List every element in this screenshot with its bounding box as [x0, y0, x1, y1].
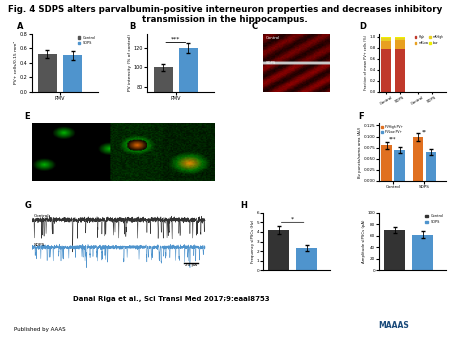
Text: Medicine: Medicine — [374, 313, 413, 321]
Text: E: E — [24, 112, 30, 121]
Bar — [395, 37, 405, 38]
Text: SDPS: SDPS — [33, 243, 45, 247]
Bar — [38, 54, 57, 92]
Text: F: F — [358, 112, 364, 121]
Bar — [154, 68, 173, 164]
Text: 20 pA: 20 pA — [185, 263, 197, 267]
Text: B: B — [129, 22, 135, 31]
Text: Danai Riga et al., Sci Transl Med 2017;9:eaal8753: Danai Riga et al., Sci Transl Med 2017;9… — [73, 296, 269, 302]
Text: Fig. 4 SDPS alters parvalbumin-positive interneuron properties and decreases inh: Fig. 4 SDPS alters parvalbumin-positive … — [8, 5, 442, 14]
Bar — [412, 235, 433, 270]
Y-axis label: Frequency sIPSCs (Hz): Frequency sIPSCs (Hz) — [251, 220, 255, 263]
Legend: PVHigh PV+, PVLow PV+: PVHigh PV+, PVLow PV+ — [381, 125, 403, 134]
Text: Control: Control — [266, 35, 280, 40]
Text: A: A — [17, 22, 23, 31]
Y-axis label: PV+ cells/0.15 mm²: PV+ cells/0.15 mm² — [14, 41, 18, 84]
Bar — [382, 145, 392, 181]
Bar — [179, 48, 198, 164]
Text: H: H — [240, 201, 247, 210]
Bar — [381, 49, 392, 92]
Text: ***: *** — [389, 136, 396, 141]
Y-axis label: Fraction of mean PV+ cells (%): Fraction of mean PV+ cells (%) — [364, 35, 368, 90]
Y-axis label: Bv puncta/soma area (AU): Bv puncta/soma area (AU) — [358, 126, 362, 178]
Bar — [297, 248, 317, 270]
Text: ***: *** — [171, 37, 180, 42]
Bar — [381, 38, 392, 41]
Bar — [395, 49, 405, 92]
Text: MAAAS: MAAAS — [378, 321, 409, 330]
Y-axis label: PV intensity (% of control): PV intensity (% of control) — [129, 34, 132, 91]
Text: **: ** — [422, 129, 427, 135]
Bar — [269, 230, 289, 270]
Bar — [426, 152, 436, 181]
Legend: Control, SDPS: Control, SDPS — [78, 35, 96, 45]
Y-axis label: Amplitude sIPSCs (pA): Amplitude sIPSCs (pA) — [362, 220, 366, 263]
Text: G: G — [24, 201, 31, 210]
Text: Published by AAAS: Published by AAAS — [14, 327, 65, 332]
Text: Control: Control — [33, 214, 49, 218]
Text: Translational: Translational — [365, 301, 422, 310]
Bar — [395, 41, 405, 49]
Text: D: D — [360, 22, 366, 31]
Bar — [394, 150, 405, 181]
Bar — [381, 37, 392, 38]
Bar — [381, 41, 392, 49]
Text: Science: Science — [382, 290, 406, 295]
Text: SDPS: SDPS — [266, 62, 276, 66]
Bar — [63, 55, 82, 92]
Legend: High, mBLow, mRHigh, Low: High, mBLow, mRHigh, Low — [414, 35, 444, 45]
Bar — [384, 230, 405, 270]
Bar — [342, 320, 446, 335]
Text: *: * — [291, 216, 294, 221]
Text: transmission in the hippocampus.: transmission in the hippocampus. — [142, 15, 308, 24]
Text: C: C — [252, 22, 257, 31]
Bar — [395, 38, 405, 41]
Bar — [413, 137, 423, 181]
Legend: Control, SDPS: Control, SDPS — [425, 214, 444, 224]
